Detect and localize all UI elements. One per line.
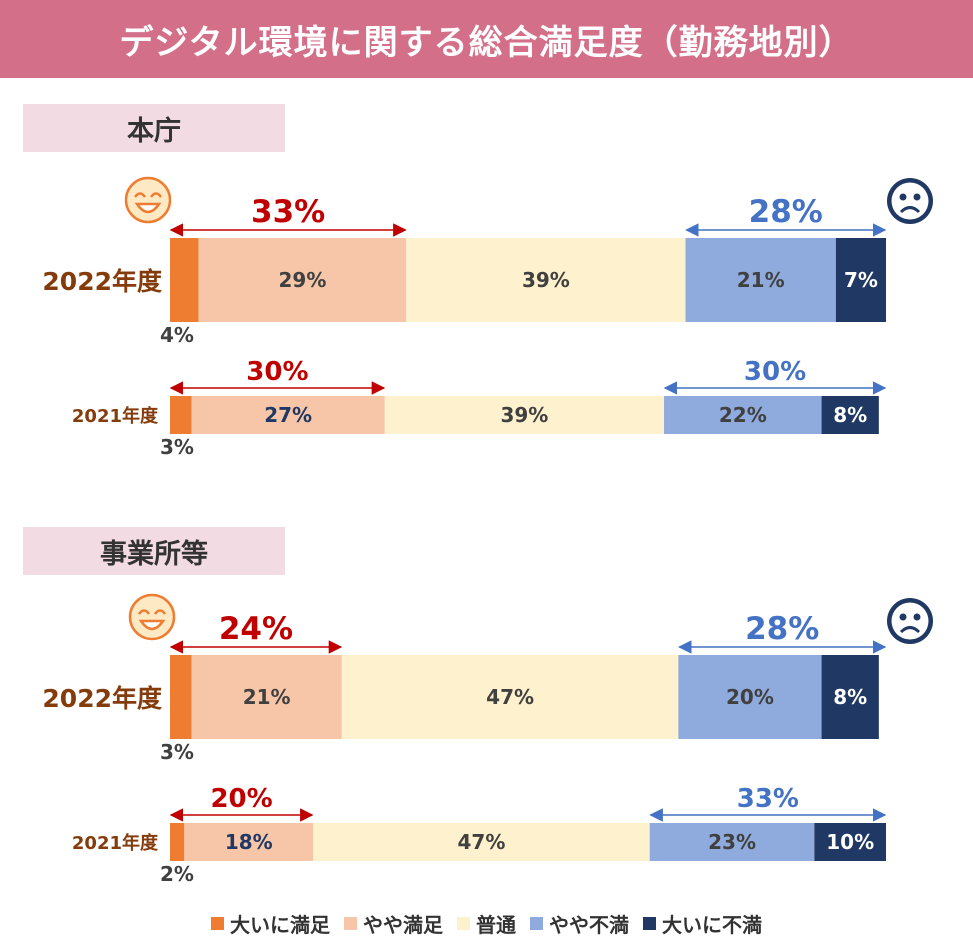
bar-segment xyxy=(170,396,192,434)
happy-face-eye xyxy=(133,192,147,198)
data-label: 23% xyxy=(708,830,756,854)
data-label: 2% xyxy=(160,862,194,886)
data-label: 20% xyxy=(726,685,774,709)
happy-face-eye xyxy=(149,192,163,198)
section-label-honcho: 本庁 xyxy=(23,104,285,152)
sad-face-eye xyxy=(913,613,921,621)
year-label: 2021年度 xyxy=(72,832,159,854)
happy-face-eye xyxy=(137,609,151,615)
dissatisfied-total-label: 30% xyxy=(744,357,806,387)
sad-face-mouth xyxy=(899,626,921,634)
data-label: 22% xyxy=(719,403,767,427)
sad-face-eye xyxy=(913,193,921,201)
data-label: 21% xyxy=(243,685,291,709)
happy-face-icon xyxy=(124,176,172,224)
sad-face-mouth xyxy=(899,206,921,214)
data-label: 39% xyxy=(522,268,570,292)
dissatisfied-total-label: 28% xyxy=(745,611,819,647)
legend-swatch xyxy=(211,916,224,930)
bar-segment xyxy=(664,396,822,434)
data-label: 10% xyxy=(826,830,874,854)
happy-face-mouth xyxy=(138,619,166,631)
bar-segment xyxy=(678,655,822,739)
year-label: 2022年度 xyxy=(42,684,162,713)
legend-swatch xyxy=(643,916,656,930)
dissatisfied-total-label: 28% xyxy=(749,194,823,230)
bar-segment xyxy=(814,823,886,861)
bar-segment xyxy=(191,655,342,739)
data-label: 8% xyxy=(833,685,867,709)
legend-item-very-dissatisfied: 大いに不満 xyxy=(643,909,762,938)
bar-segment xyxy=(313,823,650,861)
data-label: 8% xyxy=(833,403,867,427)
data-label: 47% xyxy=(458,830,506,854)
bar-segment xyxy=(649,823,815,861)
bar-segment xyxy=(685,238,836,322)
legend-item-somewhat-dissatisfied: やや不満 xyxy=(530,909,629,938)
satisfied-total-label: 30% xyxy=(246,357,308,387)
satisfied-total-label: 20% xyxy=(210,784,272,814)
legend-swatch xyxy=(457,916,470,930)
legend-label: 大いに満足 xyxy=(230,912,330,937)
legend-label: 普通 xyxy=(476,912,516,937)
data-label: 4% xyxy=(160,323,194,347)
happy-face-icon xyxy=(128,593,176,641)
sad-face-inner xyxy=(891,602,929,640)
data-label: 27% xyxy=(264,403,312,427)
section-label-jigyosho: 事業所等 xyxy=(23,527,285,575)
data-label: 3% xyxy=(160,435,194,459)
legend-label: やや満足 xyxy=(363,912,443,937)
bar-segment xyxy=(821,396,879,434)
bar-segment xyxy=(170,655,192,739)
happy-face-mouth xyxy=(134,202,162,214)
bar-segment xyxy=(384,396,665,434)
year-label: 2021年度 xyxy=(72,405,159,427)
data-label: 21% xyxy=(737,268,785,292)
legend-label: 大いに不満 xyxy=(662,912,762,937)
satisfied-total-label: 24% xyxy=(219,611,293,647)
legend-label: やや不満 xyxy=(549,912,629,937)
satisfied-total-label: 33% xyxy=(251,194,325,230)
data-label: 47% xyxy=(486,685,534,709)
legend-item-somewhat-satisfied: やや満足 xyxy=(344,909,443,938)
bar-segment xyxy=(835,238,886,322)
data-label: 3% xyxy=(160,740,194,764)
bar-segment xyxy=(170,238,199,322)
legend-item-very-satisfied: 大いに満足 xyxy=(211,909,330,938)
bar-segment xyxy=(184,823,314,861)
happy-face-eye xyxy=(153,609,167,615)
legend-item-neutral: 普通 xyxy=(457,909,516,938)
bar-segment xyxy=(406,238,686,322)
bar-segment xyxy=(198,238,407,322)
year-label: 2022年度 xyxy=(42,267,162,296)
sad-face-eye xyxy=(899,193,907,201)
bar-segment xyxy=(821,655,879,739)
data-label: 18% xyxy=(225,830,273,854)
dissatisfied-total-label: 33% xyxy=(737,784,799,814)
chart-title: デジタル環境に関する総合満足度（勤務地別） xyxy=(0,0,973,78)
data-label: 7% xyxy=(844,268,878,292)
bar-segment xyxy=(341,655,679,739)
legend: 大いに満足 やや満足 普通 やや不満 大いに不満 xyxy=(0,908,973,938)
bar-segment xyxy=(191,396,385,434)
data-label: 39% xyxy=(500,403,548,427)
sad-face-eye xyxy=(899,613,907,621)
sad-face-inner xyxy=(891,182,929,220)
legend-swatch xyxy=(344,916,357,930)
bar-segment xyxy=(170,823,185,861)
data-label: 29% xyxy=(279,268,327,292)
legend-swatch xyxy=(530,916,543,930)
